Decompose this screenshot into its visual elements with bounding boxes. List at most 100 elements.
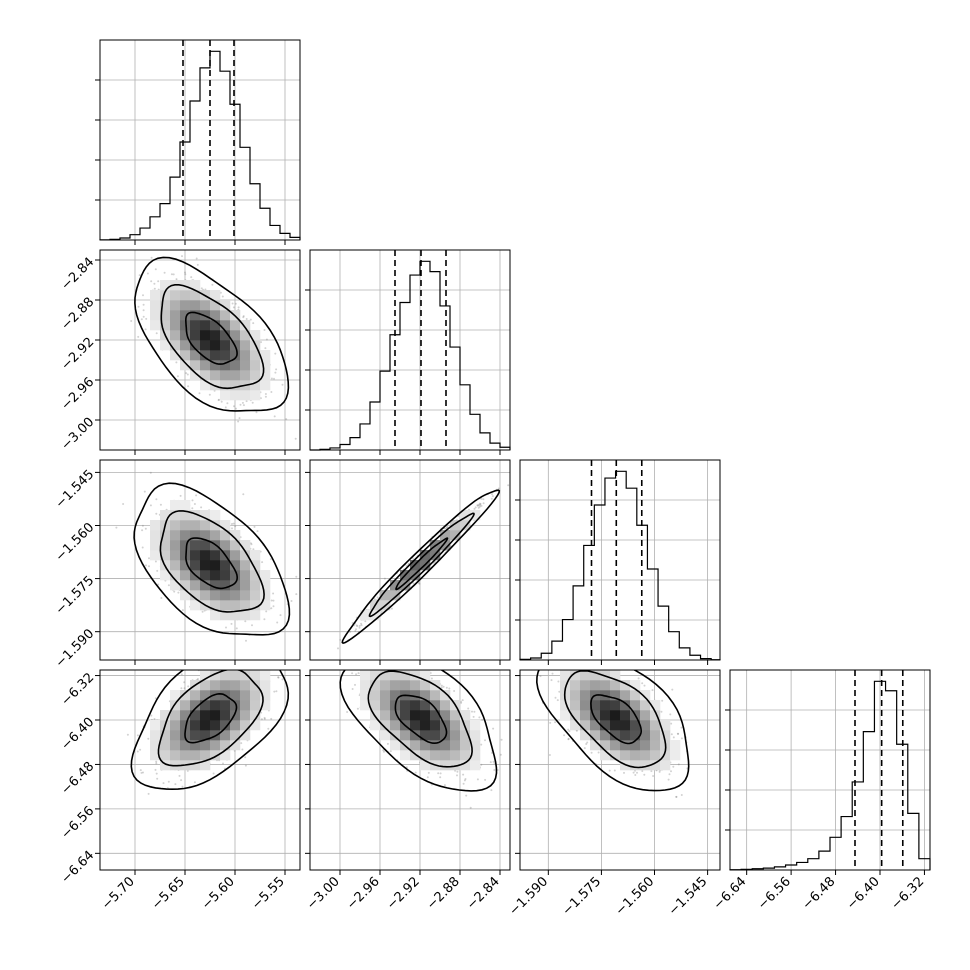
density-cell xyxy=(650,750,661,761)
density-cell xyxy=(650,710,661,721)
density-cell xyxy=(190,340,201,351)
density-cell xyxy=(170,690,181,701)
density-cell xyxy=(260,600,271,611)
sample-point xyxy=(255,411,258,414)
density-cell xyxy=(240,710,251,721)
sample-point xyxy=(170,273,173,276)
sample-point xyxy=(264,395,267,398)
sample-point xyxy=(224,406,227,409)
density-cell xyxy=(200,690,211,701)
panel-frame xyxy=(309,459,511,661)
density-cell xyxy=(240,540,251,551)
density-cell xyxy=(210,610,221,621)
density-cell xyxy=(620,710,631,721)
sample-point xyxy=(677,763,680,766)
sample-point xyxy=(184,271,186,274)
sample-point xyxy=(175,361,178,364)
sample-point xyxy=(190,276,193,279)
sample-point xyxy=(187,385,190,388)
sample-point xyxy=(604,667,606,669)
density-cell xyxy=(440,740,451,751)
sample-point xyxy=(198,392,201,395)
sample-point xyxy=(137,305,140,308)
density-cell xyxy=(410,730,421,741)
density-cell xyxy=(590,700,601,711)
x-tick-label: −6.48 xyxy=(800,874,839,913)
density-cell xyxy=(150,300,161,311)
sample-point xyxy=(643,684,646,687)
sample-point xyxy=(586,741,589,744)
sample-point xyxy=(473,710,476,713)
sample-point xyxy=(177,591,180,594)
density-cell xyxy=(650,700,661,711)
sample-point xyxy=(590,751,593,754)
density-cell xyxy=(260,680,271,691)
density-cell xyxy=(430,740,441,751)
sample-point xyxy=(417,582,420,584)
density-cell xyxy=(390,740,401,751)
density-cell xyxy=(180,740,191,751)
sample-point xyxy=(162,782,165,785)
density-cell xyxy=(170,540,181,551)
sample-point xyxy=(632,771,635,774)
sample-point xyxy=(573,661,575,663)
sample-point xyxy=(245,639,247,642)
sample-point xyxy=(479,503,482,505)
density-cell xyxy=(200,740,211,751)
density-cell xyxy=(190,760,201,771)
density-cell xyxy=(180,570,191,581)
density-cell xyxy=(240,720,251,731)
sample-point xyxy=(263,717,266,720)
sample-point xyxy=(460,701,463,704)
sample-point xyxy=(383,750,385,753)
density-cell xyxy=(210,530,221,541)
density-cell xyxy=(240,730,251,741)
sample-point xyxy=(613,662,615,664)
density-cell xyxy=(250,720,261,731)
density-cell xyxy=(210,310,221,321)
sample-point xyxy=(563,734,566,737)
sample-point xyxy=(567,663,569,665)
sample-point xyxy=(550,679,553,682)
density-cell xyxy=(580,700,591,711)
sample-point xyxy=(235,627,238,630)
x-tick-label: −6.64 xyxy=(711,874,750,913)
density-cell xyxy=(220,750,231,761)
sample-point xyxy=(464,778,467,780)
contour-line xyxy=(134,256,290,412)
density-cell xyxy=(240,390,251,401)
sample-point xyxy=(225,667,227,669)
sample-point xyxy=(251,401,254,404)
histogram-panel-1-1 xyxy=(305,249,511,455)
sample-point xyxy=(474,506,477,509)
density-cell xyxy=(450,730,461,741)
density-cell xyxy=(420,710,431,721)
sample-point xyxy=(372,649,374,651)
density-cell xyxy=(630,750,641,761)
density-cell xyxy=(630,720,641,731)
density-cell xyxy=(460,510,471,521)
sample-point xyxy=(364,620,367,623)
density-cell xyxy=(180,560,191,571)
sample-point xyxy=(556,699,559,702)
sample-point xyxy=(230,523,233,525)
density-cell xyxy=(230,560,241,571)
density-cell xyxy=(210,520,221,531)
sample-point xyxy=(680,737,683,740)
sample-point xyxy=(269,558,272,561)
density-cell xyxy=(460,520,471,531)
sample-point xyxy=(568,665,570,667)
panel-content xyxy=(115,471,298,642)
density-cell xyxy=(160,300,171,311)
sample-point xyxy=(200,506,203,509)
density-cell xyxy=(410,570,421,581)
density-cell xyxy=(220,380,231,391)
density-cell xyxy=(240,360,251,371)
sample-point xyxy=(480,763,483,766)
sample-point xyxy=(274,352,277,355)
sample-point xyxy=(597,751,600,754)
density-cell xyxy=(220,340,231,351)
sample-point xyxy=(260,711,263,714)
sample-point xyxy=(137,335,140,338)
sample-point xyxy=(420,667,422,669)
